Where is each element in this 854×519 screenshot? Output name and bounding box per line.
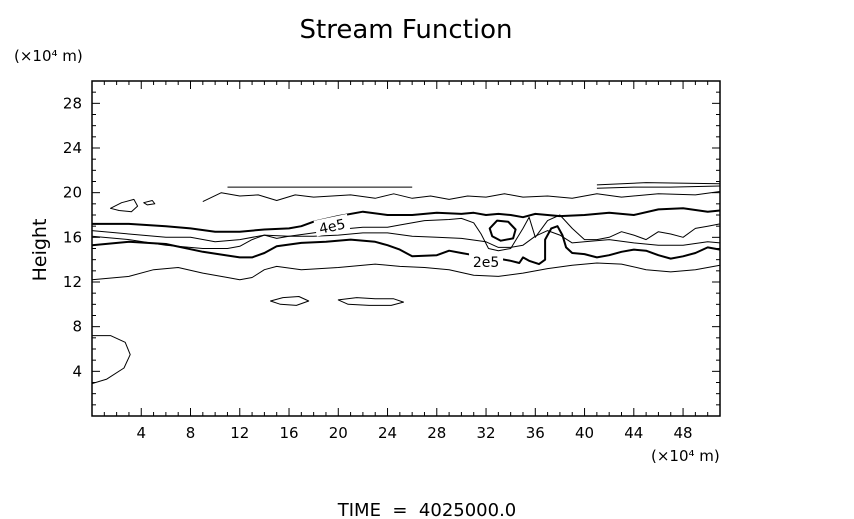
x-tick-label: 16 <box>279 424 298 442</box>
y-tick-label: 20 <box>63 184 82 202</box>
contour-label: 2e5 <box>473 255 499 271</box>
contour-label: 4e5 <box>318 217 347 238</box>
x-tick-label: 48 <box>674 424 693 442</box>
time-footer: TIME = 4025000.0 <box>337 500 517 519</box>
y-tick-label: 12 <box>63 273 82 291</box>
y-axis-label: Height <box>29 219 51 282</box>
x-tick-label: 4 <box>136 424 146 442</box>
x-tick-label: 20 <box>329 424 348 442</box>
contour-closed-cell-upper-left-small <box>143 200 156 206</box>
y-tick-label: 28 <box>63 94 82 112</box>
x-tick-label: 24 <box>378 424 397 442</box>
chart-title: Stream Function <box>300 15 513 45</box>
contour-contour-4e5 <box>92 207 721 233</box>
contour-contour-5e5 <box>91 214 721 252</box>
contour-label-bg <box>469 252 504 269</box>
x-tick-label: 40 <box>575 424 594 442</box>
contour-closed-cell-mid-1 <box>270 296 310 306</box>
contour-contour-3e5 <box>91 230 721 249</box>
contour-closed-cell-mid-2 <box>337 297 404 306</box>
contour-labels: 4e5 2e5 <box>313 213 504 271</box>
contour-label-bg <box>313 213 351 237</box>
x-tick-label: 28 <box>427 424 446 442</box>
y-tick-label: 16 <box>63 228 82 246</box>
y-tick-label: 4 <box>72 362 82 380</box>
contour-contour-6e5 <box>202 191 721 203</box>
contour-closed-arc-lower-left <box>91 335 131 385</box>
x-unit-label: (×10⁴ m) <box>651 447 720 465</box>
y-unit-label: (×10⁴ m) <box>14 47 83 65</box>
contour-upper-thin-3 <box>596 182 721 186</box>
x-tick-label: 12 <box>230 424 249 442</box>
y-tick-label: 24 <box>63 139 82 157</box>
x-tick-label: 8 <box>186 424 196 442</box>
x-tick-label: 36 <box>526 424 545 442</box>
contour-closed-cell-thick <box>488 219 517 242</box>
contour-upper-thin-2 <box>596 185 721 189</box>
contour-lines <box>91 182 721 385</box>
y-tick-label: 8 <box>72 318 82 336</box>
x-tick-label: 32 <box>476 424 495 442</box>
contour-contour-1e5 <box>91 262 721 281</box>
contour-closed-cell-upper-left <box>110 198 139 213</box>
contour-contour-2e5 <box>91 225 721 266</box>
x-tick-label: 44 <box>624 424 643 442</box>
